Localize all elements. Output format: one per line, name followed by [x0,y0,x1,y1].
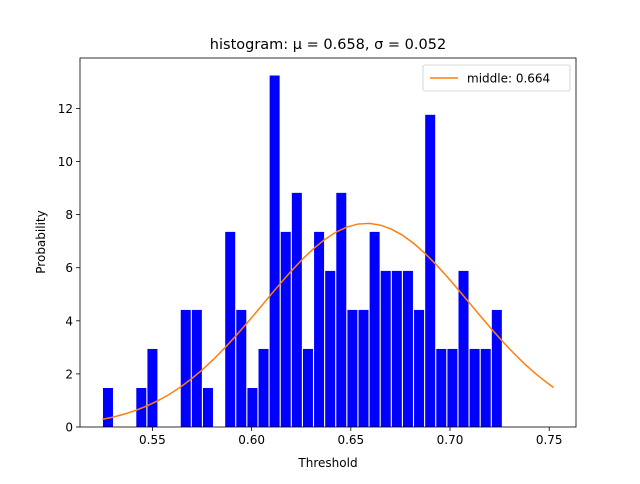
histogram-bar [280,231,291,427]
histogram-bar [380,270,391,427]
histogram-bar [147,348,158,427]
histogram-bar [236,309,247,427]
histogram-bar [202,387,213,427]
x-axis-label: Threshold [297,456,357,470]
x-tick-label: 0.75 [536,433,563,447]
histogram-bar [425,114,436,428]
histogram-bar [325,270,336,427]
histogram-bar [302,348,313,427]
histogram-bar [258,348,269,427]
x-tick-label: 0.70 [437,433,464,447]
x-tick-label: 0.60 [238,433,265,447]
histogram-bar [314,231,325,427]
legend: middle: 0.664 [422,64,571,92]
y-tick-label: 4 [65,314,73,328]
legend-label: middle: 0.664 [467,72,550,86]
histogram-bar [436,348,447,427]
histogram-bar [447,348,458,427]
histogram-bar [480,348,491,427]
histogram-bar [180,309,191,427]
legend-box [422,64,571,92]
histogram-bar [458,270,469,427]
y-tick-label: 6 [65,261,73,275]
histogram-bar [414,309,425,427]
histogram-bar [391,270,402,427]
bars-layer [102,75,502,428]
histogram-bar [225,231,236,427]
y-tick-label: 12 [58,102,73,116]
histogram-bar [247,387,258,427]
y-axis-ticks: 0 2 4 6 8 10 12 [58,102,80,435]
histogram-bar [102,387,113,427]
y-tick-label: 10 [58,155,73,169]
histogram-bar [336,192,347,427]
line-layer [102,222,555,421]
chart-title: histogram: μ = 0.658, σ = 0.052 [210,37,446,53]
histogram-bar [402,270,413,427]
histogram-bar [369,231,380,427]
histogram-bar [191,309,202,427]
y-tick-label: 2 [65,367,73,381]
y-tick-label: 0 [65,421,73,435]
histogram-bar [491,309,502,427]
density-curve [102,222,555,421]
y-tick-label: 8 [65,208,73,222]
histogram-bar [469,348,480,427]
y-axis-label: Probability [34,210,48,273]
histogram-bar [347,309,358,427]
plot-frame [79,57,577,428]
x-axis-ticks: 0.55 0.60 0.65 0.70 0.75 [139,427,563,447]
x-tick-label: 0.55 [139,433,166,447]
histogram-bar [269,75,280,427]
histogram-bar [358,309,369,427]
histogram-bar [291,192,302,427]
x-tick-label: 0.65 [337,433,364,447]
